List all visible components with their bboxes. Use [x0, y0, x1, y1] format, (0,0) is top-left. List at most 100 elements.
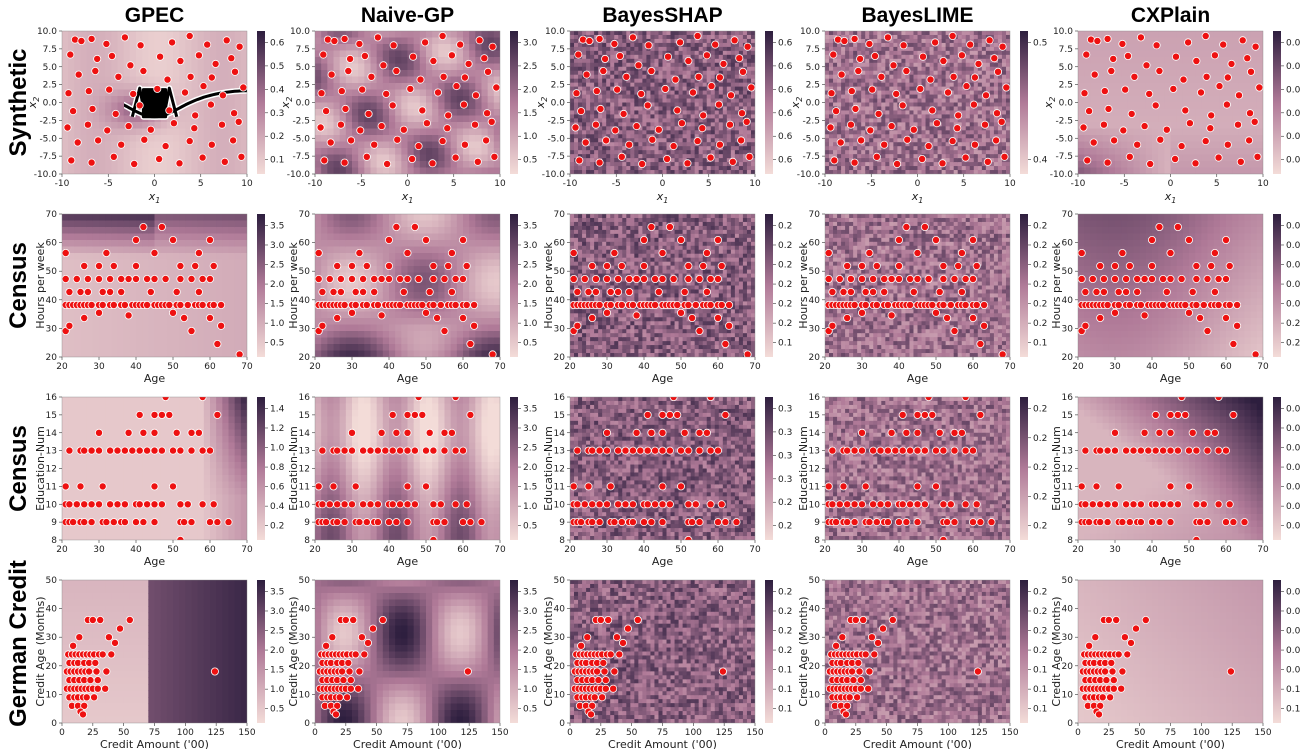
- data-point: [396, 500, 405, 509]
- data-point: [893, 159, 902, 168]
- data-point: [854, 67, 863, 76]
- colorbar-tick-label: 0.2: [1033, 463, 1047, 473]
- data-point: [602, 136, 611, 145]
- data-point: [64, 89, 73, 98]
- data-point: [920, 500, 929, 509]
- y-tick-label: 60: [809, 239, 821, 249]
- y-tick-label: -5.0: [39, 134, 57, 144]
- data-point: [1162, 125, 1171, 134]
- data-point: [617, 152, 626, 161]
- data-point: [131, 518, 140, 527]
- data-point: [983, 157, 992, 166]
- y-tick-label: 9: [304, 518, 310, 528]
- y-tick-label: 2.5: [551, 81, 565, 91]
- data-point: [213, 339, 222, 348]
- y-tick-label: -7.5: [39, 152, 57, 162]
- data-point: [737, 136, 746, 145]
- x-tick-label: 125: [461, 728, 478, 738]
- data-point: [861, 287, 870, 296]
- data-point: [143, 446, 152, 455]
- data-point: [972, 500, 981, 509]
- y-tick-label: -7.5: [1055, 152, 1073, 162]
- y-tick-label: 70: [554, 210, 566, 220]
- data-point: [1096, 261, 1105, 270]
- data-point: [157, 410, 166, 419]
- x-tick-label: 5: [706, 179, 712, 189]
- data-point: [425, 428, 434, 437]
- y-tick-label: 30: [46, 633, 58, 643]
- y-tick-label: 11: [1062, 482, 1073, 492]
- x-tick-label: 30: [601, 362, 613, 372]
- data-point: [1159, 300, 1168, 309]
- data-point: [106, 287, 115, 296]
- data-point: [850, 446, 859, 455]
- data-point: [895, 274, 904, 283]
- data-point: [880, 274, 889, 283]
- data-point: [1225, 300, 1234, 309]
- x-tick-label: 70: [1257, 545, 1269, 555]
- data-point: [323, 35, 332, 44]
- data-point: [957, 287, 966, 296]
- data-point: [742, 117, 751, 126]
- data-point: [684, 536, 693, 540]
- x-tick-label: -10: [55, 179, 70, 189]
- data-point: [594, 676, 603, 685]
- x-tick-label: 0: [915, 179, 921, 189]
- y-tick-label: 15: [46, 411, 57, 421]
- data-point: [658, 500, 667, 509]
- data-point: [198, 300, 207, 309]
- y-tick-label: 50: [809, 267, 821, 277]
- data-point: [322, 107, 331, 116]
- x-tick-label: 5: [961, 179, 967, 189]
- data-point: [837, 70, 846, 79]
- data-point: [139, 428, 148, 437]
- data-point: [418, 410, 427, 419]
- data-point: [1210, 287, 1219, 296]
- data-point: [421, 308, 430, 317]
- data-point: [111, 638, 120, 647]
- dataset-label: Synthetic: [5, 48, 32, 156]
- data-point: [381, 446, 390, 455]
- x-axis-label: Age: [397, 372, 419, 385]
- data-point: [1201, 32, 1210, 41]
- data-point: [851, 616, 860, 625]
- heatmap: [62, 214, 247, 357]
- data-point: [1125, 261, 1134, 270]
- data-point: [1207, 111, 1216, 120]
- data-point: [887, 311, 896, 320]
- colorbar-tick-label: 0.6: [778, 109, 793, 119]
- data-point: [715, 73, 724, 82]
- data-point: [429, 446, 438, 455]
- data-point: [827, 89, 836, 98]
- data-point: [143, 274, 152, 283]
- data-point: [872, 261, 881, 270]
- data-point: [76, 482, 85, 491]
- colorbar-tick-label: 0.6: [778, 62, 793, 72]
- data-point: [396, 300, 405, 309]
- data-point: [1140, 428, 1149, 437]
- data-point: [856, 684, 865, 693]
- data-point: [466, 410, 475, 419]
- data-point: [932, 119, 941, 128]
- panel: 20 30 40 50 60 708910111213141516AgeEducation…: [34, 393, 285, 568]
- data-point: [1099, 120, 1108, 129]
- data-point: [695, 428, 704, 437]
- data-point: [1236, 157, 1245, 166]
- x-tick-label: 60: [1220, 362, 1232, 372]
- y-axis-label: Hours per week: [797, 242, 810, 329]
- data-point: [855, 667, 864, 676]
- data-point: [1112, 616, 1121, 625]
- data-point: [176, 274, 185, 283]
- data-point: [603, 428, 612, 437]
- heatmap: [1078, 580, 1263, 723]
- data-point: [1166, 428, 1175, 437]
- y-tick-label: 20: [46, 662, 58, 672]
- data-point: [647, 222, 656, 231]
- x-tick-label: 20: [819, 362, 831, 372]
- data-point: [651, 274, 660, 283]
- y-tick-label: 0: [304, 719, 310, 729]
- data-point: [482, 136, 491, 145]
- data-point: [857, 136, 866, 145]
- data-point: [588, 446, 597, 455]
